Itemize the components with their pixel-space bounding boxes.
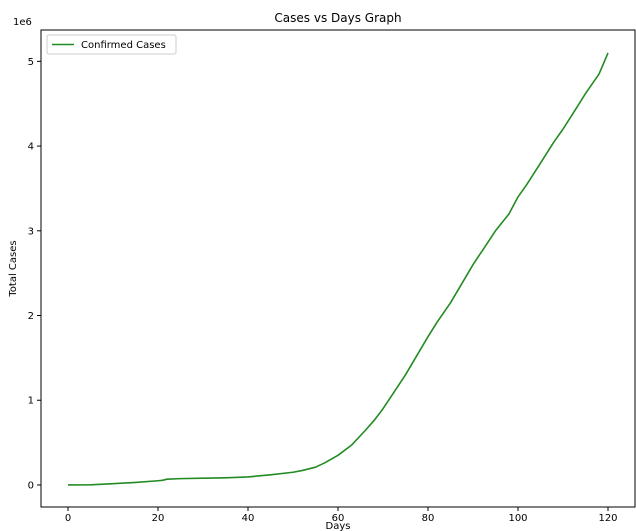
legend: Confirmed Cases <box>46 34 177 55</box>
y-axis-label: Total Cases <box>8 240 19 297</box>
series-line-0 <box>67 52 609 486</box>
y-axis: 0 1 2 3 4 5 <box>28 57 41 491</box>
chart-title: Cases vs Days Graph <box>274 11 401 25</box>
x-tick-label: 100 <box>508 513 527 524</box>
x-tick-label: 120 <box>598 513 617 524</box>
x-tick-label: 20 <box>152 513 165 524</box>
y-tick-label: 4 <box>28 142 34 153</box>
y-tick-label: 0 <box>28 480 34 491</box>
x-tick-label: 40 <box>242 513 255 524</box>
y-tick-label: 3 <box>28 226 34 237</box>
y-tick-label: 1 <box>28 396 34 407</box>
x-tick-label: 0 <box>65 513 71 524</box>
x-tick-label: 60 <box>332 513 345 524</box>
x-axis-label: Days <box>326 521 351 531</box>
plot-frame <box>40 29 636 508</box>
y-tick-label: 5 <box>28 57 34 68</box>
legend-entry-confirmed-cases: Confirmed Cases <box>81 40 166 51</box>
plot-area <box>40 29 636 508</box>
x-axis: 0 20 40 60 80 100 120 <box>65 507 618 524</box>
legend-box <box>46 34 177 55</box>
y-offset-label: 1e6 <box>13 17 32 28</box>
x-tick-label: 80 <box>422 513 435 524</box>
y-tick-label: 2 <box>28 311 34 322</box>
